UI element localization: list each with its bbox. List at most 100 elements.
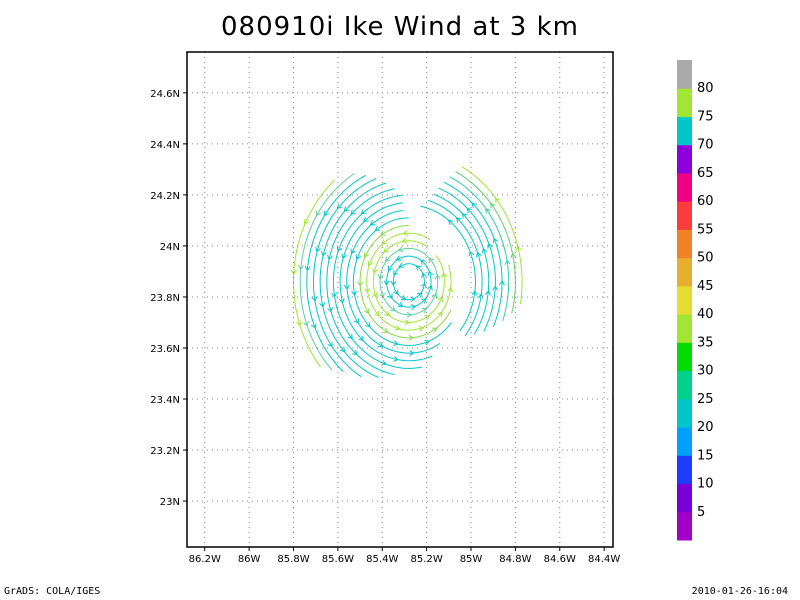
wind-vectors (290, 166, 523, 378)
wind-arrowhead (377, 274, 384, 280)
wind-arrowhead (321, 250, 327, 257)
wind-arrowhead (350, 248, 356, 255)
wind-arrowhead (393, 356, 399, 362)
wind-arrowhead (383, 327, 389, 333)
wind-arrowhead (365, 322, 371, 328)
wind-arrowhead (338, 298, 345, 304)
wind-arrowhead (355, 254, 361, 260)
wind-arrowhead (384, 256, 391, 262)
wind-arrowhead (298, 264, 304, 271)
wind-arrowhead (485, 208, 491, 214)
wind-arrowhead (431, 292, 437, 299)
footer-credit: GrADS: COLA/IGES (4, 586, 101, 597)
wind-arrowhead (455, 217, 462, 223)
colorbar-segment (677, 201, 692, 230)
colorbar-label: 60 (697, 194, 714, 209)
lat-tick-label: 23N (160, 497, 180, 508)
lon-tick-label: 85.6W (322, 554, 354, 565)
latitude-labels: 23N 23.2N 23.4N 23.6N 23.8N 24N 24.2N 24.4N 24.6… (150, 89, 180, 508)
colorbar-segment (677, 455, 692, 485)
lon-tick-label: 84.6W (544, 554, 576, 565)
wind-arrowhead (390, 280, 397, 287)
wind-arrowhead (372, 268, 378, 274)
lat-tick-label: 24.6N (150, 89, 180, 100)
wind-arrowhead (421, 298, 427, 304)
wind-arrowhead (363, 216, 369, 222)
wind-streak (299, 172, 355, 371)
colorbar-segment (677, 370, 692, 400)
lon-tick-label: 85W (460, 554, 483, 565)
colorbar-segment (677, 314, 692, 343)
lat-tick-label: 23.4N (150, 395, 180, 406)
lon-tick-label: 85.2W (411, 554, 443, 565)
colorbar-label: 65 (697, 166, 714, 181)
lon-tick-label: 86.2W (189, 554, 221, 565)
wind-arrowhead (431, 327, 438, 333)
wind-arrowhead (303, 219, 310, 225)
wind-arrowhead (339, 346, 346, 353)
wind-streak (386, 255, 432, 308)
wind-arrowhead (315, 210, 321, 217)
wind-arrowhead (311, 323, 317, 329)
wind-arrowhead (427, 270, 434, 277)
wind-arrowhead (485, 289, 491, 296)
wind-streak (306, 174, 366, 372)
colorbar-segment (677, 88, 692, 117)
wind-arrowhead (408, 334, 414, 341)
lat-tick-label: 23.8N (150, 293, 180, 304)
wind-arrowhead (352, 349, 358, 356)
lon-tick-label: 86W (238, 554, 261, 565)
colorbar-label: 20 (697, 420, 714, 435)
wind-streak (438, 187, 496, 332)
wind-arrowhead (374, 225, 381, 231)
wind-arrowhead (409, 350, 415, 357)
wind-arrowhead (360, 209, 367, 215)
colorbar-segment (677, 483, 692, 513)
wind-arrowhead (393, 270, 399, 276)
lon-tick-label: 85.4W (366, 554, 398, 565)
lat-tick-label: 24N (160, 242, 180, 253)
colorbar-label: 70 (697, 138, 714, 153)
wind-arrowhead (417, 292, 423, 298)
wind-arrowhead (327, 254, 333, 261)
wind-arrowhead (364, 308, 370, 315)
wind-streak (461, 166, 523, 305)
wind-streak (352, 217, 452, 346)
wind-streak (427, 199, 483, 337)
wind-arrowhead (415, 265, 422, 271)
wind-arrowhead (394, 325, 401, 331)
wind-arrowhead (327, 306, 333, 313)
wind-arrowhead (351, 290, 357, 297)
wind-arrowhead (387, 293, 393, 300)
colorbar-label: 45 (697, 279, 714, 294)
colorbar-label: 80 (697, 81, 714, 96)
colorbar-segment (677, 229, 692, 259)
colorbar-segment (677, 285, 692, 315)
wind-arrowhead (402, 230, 408, 237)
wind-arrowhead (357, 281, 364, 287)
wind-arrowhead (490, 202, 496, 209)
wind-arrowhead (492, 237, 499, 244)
wind-arrowhead (374, 311, 380, 317)
wind-streak (319, 182, 387, 378)
wind-arrowhead (296, 320, 302, 327)
wind-streak (346, 210, 441, 354)
colorbar-segment (677, 398, 692, 428)
wind-arrowhead (381, 360, 387, 366)
wind-arrowhead (475, 251, 482, 258)
wind-arrowhead (406, 311, 412, 318)
wind-arrowhead (400, 295, 407, 301)
colorbar-segment (677, 60, 692, 89)
colorbar-label: 40 (697, 307, 714, 322)
wind-streak (326, 188, 395, 376)
wind-arrowhead (363, 252, 370, 258)
wind-arrowhead (510, 252, 517, 259)
colorbar-segment (677, 427, 692, 456)
colorbar-segment (677, 342, 692, 372)
colorbar-label: 55 (697, 222, 714, 237)
colorbar: 5 10 15 20 25 30 35 40 45 50 55 60 65 70 75 80 (677, 60, 714, 541)
wind-arrowhead (341, 253, 347, 260)
wind-streak (339, 202, 433, 362)
wind-arrowhead (410, 304, 417, 310)
wind-arrowhead (319, 302, 325, 308)
